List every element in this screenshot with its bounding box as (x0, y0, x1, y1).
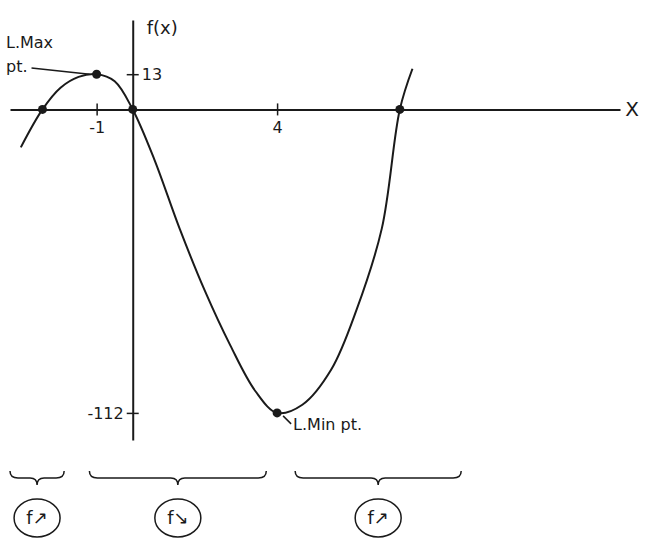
point (38, 105, 47, 114)
interval-bracket (89, 471, 266, 485)
x-axis: -1 4 (11, 103, 621, 136)
x-axis-title: X (625, 97, 639, 121)
interval-label: f↗ (26, 507, 47, 528)
label-circle (14, 499, 60, 537)
annotations: L.Maxpt.L.Min pt. (6, 33, 362, 434)
background (0, 0, 645, 557)
x-tick-label: -1 (89, 118, 105, 137)
curve (21, 69, 413, 414)
point (92, 70, 101, 79)
interval-bracket (295, 471, 461, 485)
annotation: L.Min pt. (293, 415, 362, 434)
x-tick: -1 (89, 103, 105, 136)
x-axis-line (11, 109, 621, 111)
y-axis: -112 13 (87, 21, 162, 441)
plot-area (21, 69, 413, 418)
y-tick-mark (127, 74, 139, 76)
y-tick: 13 (127, 65, 162, 84)
y-tick-label: 13 (142, 65, 162, 84)
annotation-pointer (283, 416, 291, 424)
x-tick: 4 (273, 103, 283, 136)
y-tick-mark (127, 413, 139, 415)
interval-label: f↗ (367, 507, 388, 528)
y-tick: -112 (87, 404, 138, 423)
annotation-pointer (32, 68, 90, 74)
label-circle (355, 499, 401, 537)
point (395, 105, 404, 114)
x-tick-mark (277, 103, 279, 115)
interval-bracket (10, 471, 64, 485)
chart: -1 4 -112 13 f(x) X L.Maxpt.L.Min pt. f↗ f↘ f↗ (0, 0, 645, 557)
point (273, 408, 282, 417)
y-axis-line (132, 21, 134, 441)
y-tick-label: -112 (87, 404, 123, 423)
y-axis-title: f(x) (147, 17, 178, 38)
intervals: f↗ f↘ f↗ (10, 471, 461, 537)
label-circle (155, 499, 201, 537)
x-tick-mark (96, 103, 98, 115)
point (128, 105, 137, 114)
interval-label: f↘ (167, 507, 188, 528)
x-tick-label: 4 (273, 118, 283, 137)
